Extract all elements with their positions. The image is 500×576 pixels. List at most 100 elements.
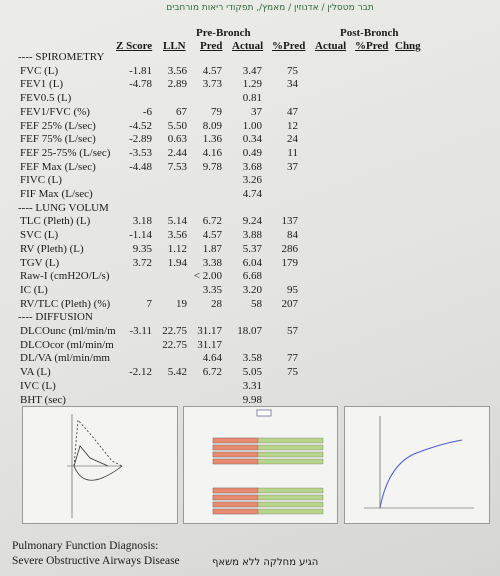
row-label: IVC (L) <box>20 379 56 392</box>
pct-pred-cell: 137 <box>281 215 299 228</box>
actual-cell: 6.04 <box>242 256 262 269</box>
z-score-cell: -4.52 <box>129 119 152 132</box>
z-score-cell: -6 <box>142 105 152 118</box>
pred-cell: 4.64 <box>202 352 222 365</box>
row-label: Raw-I (cmH2O/L/s) <box>20 270 110 283</box>
pred-cell: 6.72 <box>202 366 222 379</box>
pct-pred-cell: 24 <box>287 133 298 146</box>
row-label: DLCOcor (ml/min/m <box>20 338 114 351</box>
pred-cell: 31.17 <box>197 325 222 337</box>
header-hebrew: תבר מטסלין / אדנוזין / מאמץ/, תפקודי ריא… <box>166 3 374 13</box>
actual-cell: 1.00 <box>242 119 262 132</box>
row-label: FEF 25-75% (L/sec) <box>20 146 111 159</box>
column-heading: Chng <box>395 40 421 52</box>
actual-cell: 0.49 <box>242 146 262 159</box>
pct-pred-cell: 47 <box>287 105 298 118</box>
pct-pred-cell: 95 <box>287 283 298 296</box>
row-label: FEF 75% (L/sec) <box>20 133 96 146</box>
pred-cell: 28 <box>211 297 222 310</box>
lln-cell: 7.53 <box>167 160 187 173</box>
row-label: FEV1/FVC (%) <box>20 105 90 118</box>
actual-cell: 9.24 <box>242 215 262 228</box>
pct-pred-cell: 12 <box>287 119 298 132</box>
row-label: BHT (sec) <box>20 393 66 406</box>
z-score-cell: -1.14 <box>129 229 152 242</box>
z-score-cell: -2.12 <box>129 366 152 379</box>
row-label: FEF 25% (L/sec) <box>20 119 96 132</box>
column-heading: %Pred <box>272 40 306 52</box>
row-label: TLC (Pleth) (L) <box>20 215 91 228</box>
z-score-cell: -3.11 <box>129 325 152 337</box>
pred-cell: 3.73 <box>202 78 222 91</box>
pred-cell: 1.36 <box>202 133 222 146</box>
pct-pred-cell: 77 <box>287 352 298 365</box>
column-heading: LLN <box>163 40 186 52</box>
actual-cell: 58 <box>251 297 262 310</box>
lln-cell: 1.12 <box>167 242 187 255</box>
lln-cell: 1.94 <box>167 256 187 269</box>
pred-cell: 6.72 <box>202 215 222 228</box>
actual-cell: 0.81 <box>242 92 262 105</box>
pct-pred-cell: 84 <box>287 229 298 242</box>
actual-cell: 3.47 <box>242 64 262 77</box>
pct-pred-cell: 37 <box>287 160 298 173</box>
z-score-cell: 9.35 <box>132 242 152 255</box>
actual-cell: 3.88 <box>242 229 262 242</box>
z-score-cell: 3.18 <box>132 215 152 228</box>
z-score-cell: -1.81 <box>129 64 152 77</box>
actual-cell: 0.34 <box>242 133 262 146</box>
lln-cell: 5.14 <box>167 215 187 228</box>
column-heading: Actual <box>315 40 347 52</box>
section-title: ---- SPIROMETRY <box>18 51 105 63</box>
pred-cell: 3.38 <box>202 256 222 269</box>
lln-cell: 3.56 <box>167 229 187 242</box>
lln-cell: 2.44 <box>167 146 187 159</box>
actual-cell: 37 <box>251 105 262 118</box>
lln-cell: 3.56 <box>167 64 187 77</box>
z-score-cell: -2.89 <box>129 133 152 146</box>
lln-cell: 67 <box>176 105 187 118</box>
pct-pred-cell: 11 <box>287 146 298 159</box>
actual-cell: 1.29 <box>242 78 262 91</box>
pct-pred-cell: 34 <box>287 78 298 91</box>
section-title: ---- LUNG VOLUM <box>18 201 109 214</box>
row-label: FIF Max (L/sec) <box>20 188 93 200</box>
row-label: SVC (L) <box>20 229 59 242</box>
z-score-cell: 3.72 <box>132 256 152 269</box>
z-score-cell: -4.78 <box>129 78 152 91</box>
diagnosis-text: Severe Obstructive Airways Disease <box>12 555 180 567</box>
pred-cell: 8.09 <box>202 119 222 132</box>
actual-cell: 3.31 <box>242 379 262 392</box>
actual-cell: 9.98 <box>242 393 262 406</box>
pred-cell: 1.87 <box>202 242 222 255</box>
lln-cell: 22.75 <box>162 325 187 337</box>
z-score-cell: 7 <box>146 297 153 310</box>
volume-time-curve <box>344 406 490 524</box>
pred-cell: < 2.00 <box>193 270 222 283</box>
pct-pred-cell: 57 <box>287 325 298 337</box>
lln-cell: 5.42 <box>167 366 187 379</box>
lln-cell: 22.75 <box>162 338 187 351</box>
pre-bronch-heading: Pre-Bronch <box>196 27 251 39</box>
lln-cell: 0.63 <box>167 133 187 146</box>
z-score-cell: -4.48 <box>129 160 152 173</box>
row-label: FIVC (L) <box>20 174 62 187</box>
actual-cell: 6.68 <box>242 270 262 283</box>
column-heading: Pred <box>200 40 223 52</box>
pred-cell: 79 <box>211 105 222 118</box>
actual-cell: 5.37 <box>242 242 262 255</box>
flow-volume-loop <box>22 406 178 524</box>
row-label: DL/VA (ml/min/mm <box>20 352 110 365</box>
actual-cell: 5.05 <box>242 366 262 379</box>
column-heading: %Pred <box>355 40 389 52</box>
pred-cell: 4.57 <box>202 64 222 77</box>
pred-cell: 31.17 <box>197 338 222 351</box>
row-label: TGV (L) <box>20 256 60 269</box>
lln-cell: 19 <box>176 297 187 310</box>
lln-cell: 2.89 <box>167 78 187 91</box>
column-heading: Z Score <box>116 40 153 52</box>
column-heading: Actual <box>232 40 264 52</box>
row-label: FEF Max (L/sec) <box>20 160 96 173</box>
row-label: IC (L) <box>20 283 48 296</box>
